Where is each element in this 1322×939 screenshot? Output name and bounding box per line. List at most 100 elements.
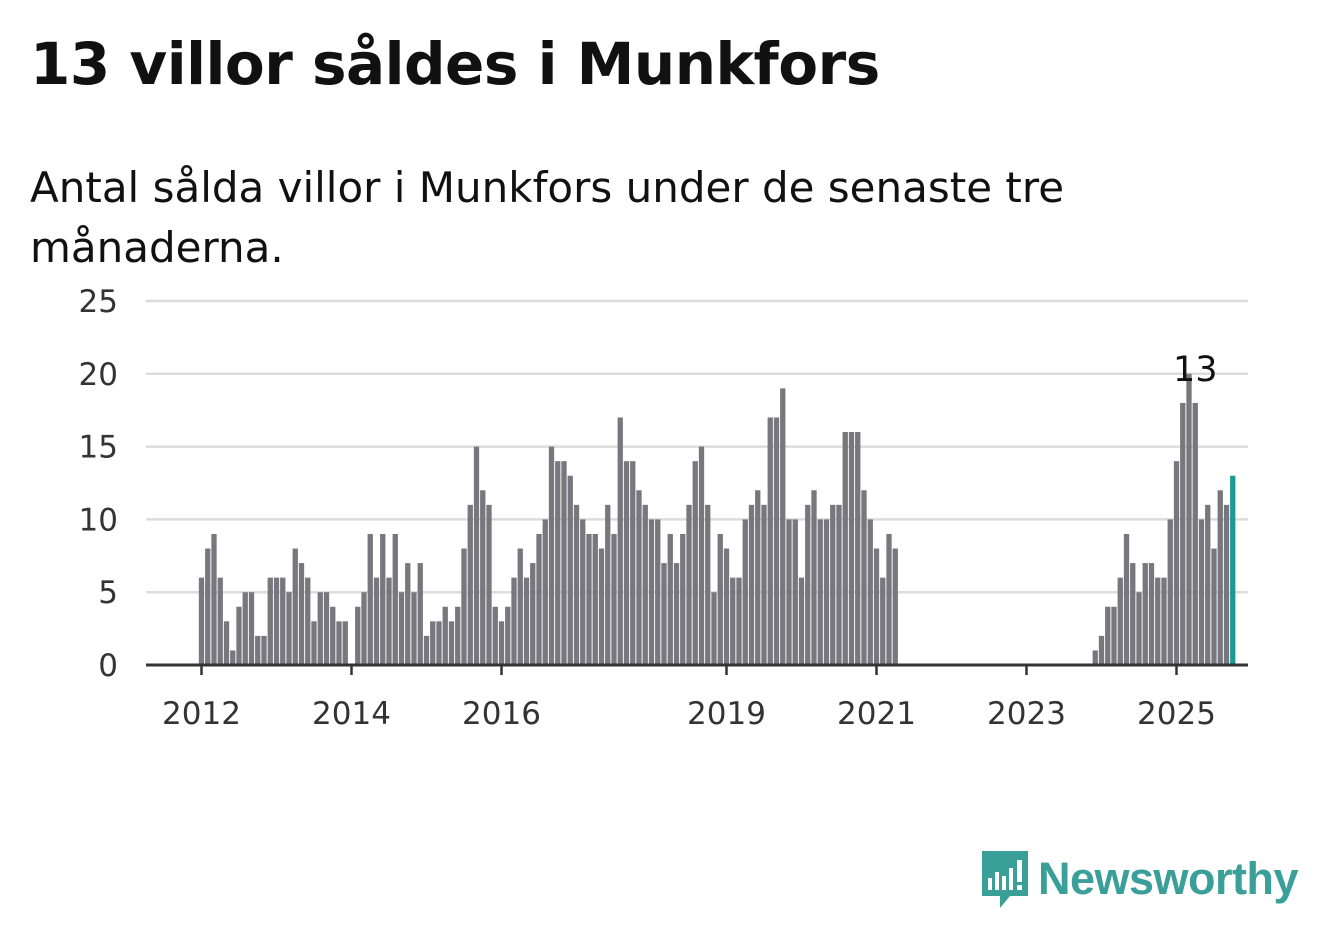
bar (530, 563, 536, 665)
bar (1123, 533, 1130, 665)
bar (673, 563, 680, 665)
bar (617, 417, 623, 665)
bar (686, 504, 692, 665)
bar (430, 621, 436, 665)
bar (567, 475, 573, 665)
bar (598, 548, 605, 665)
highlight-bar (1230, 475, 1236, 665)
bar (486, 504, 492, 665)
bar (223, 621, 230, 665)
bar (1173, 461, 1180, 665)
bar (442, 606, 448, 665)
y-tick-label: 5 (98, 575, 118, 611)
newsworthy-logo-icon (982, 851, 1028, 908)
bar (373, 577, 380, 665)
x-tick-label: 2014 (312, 696, 391, 732)
bar (698, 446, 705, 665)
x-tick-label: 2016 (462, 696, 541, 732)
bar (1130, 563, 1136, 665)
bar (392, 533, 398, 665)
bar (773, 417, 780, 665)
bar (805, 504, 811, 665)
bar (573, 504, 580, 665)
bar (205, 548, 211, 665)
bar (461, 548, 467, 665)
grid-lines (146, 299, 1248, 594)
bar (380, 533, 386, 665)
bar (255, 635, 261, 665)
bar (311, 621, 317, 665)
bar (742, 519, 748, 665)
bar (542, 519, 548, 665)
data-label: 13 (1173, 350, 1218, 390)
bar (236, 606, 242, 665)
bar (730, 577, 736, 665)
bar (755, 490, 761, 665)
bar (648, 519, 655, 665)
y-tick-label: 15 (79, 430, 118, 466)
bar (667, 533, 673, 665)
bar (1117, 577, 1123, 665)
bar (798, 577, 805, 665)
bar (298, 563, 305, 665)
bar (1148, 563, 1155, 665)
bar (792, 519, 798, 665)
bar (1155, 577, 1161, 665)
bar (630, 461, 636, 665)
bar (1167, 519, 1173, 665)
brand-name: Newsworthy (1038, 853, 1299, 904)
bar (886, 533, 892, 665)
bar (842, 432, 848, 665)
bar (292, 548, 298, 665)
bar (561, 461, 567, 665)
bar (642, 504, 648, 665)
bar (855, 432, 861, 665)
bar (605, 504, 611, 665)
bar (517, 548, 523, 665)
bar (211, 533, 217, 665)
bar (1198, 519, 1205, 665)
page-title: 13 villor såldes i Munkfors (30, 30, 880, 98)
bar (198, 577, 205, 665)
bar (555, 461, 561, 665)
bar (748, 504, 755, 665)
bar (880, 577, 886, 665)
bar (1217, 490, 1223, 665)
bar (1223, 504, 1230, 665)
bar (1092, 650, 1098, 665)
x-tick-label: 2019 (687, 696, 766, 732)
bar (867, 519, 873, 665)
bar (536, 533, 542, 665)
bar (636, 490, 642, 665)
bar (498, 621, 505, 665)
bar (761, 504, 767, 665)
bars (198, 373, 1236, 665)
bar (467, 504, 473, 665)
bar (436, 621, 442, 665)
bar (367, 533, 373, 665)
bar (767, 417, 773, 665)
bar (330, 606, 336, 665)
bar (786, 519, 792, 665)
bar (405, 563, 411, 665)
bar (480, 490, 486, 665)
y-tick-label: 10 (79, 502, 118, 538)
bar (1180, 402, 1186, 665)
bar (817, 519, 823, 665)
bar (248, 592, 255, 665)
bar (386, 577, 392, 665)
bar (336, 621, 342, 665)
bar (1098, 635, 1105, 665)
bar (411, 592, 417, 665)
bar (655, 519, 661, 665)
bar (523, 577, 530, 665)
x-tick-label: 2012 (162, 696, 241, 732)
bar (830, 504, 836, 665)
bar (736, 577, 742, 665)
bar (242, 592, 248, 665)
bar (592, 533, 598, 665)
bar (848, 432, 855, 665)
bar (1136, 592, 1142, 665)
bar (836, 504, 842, 665)
